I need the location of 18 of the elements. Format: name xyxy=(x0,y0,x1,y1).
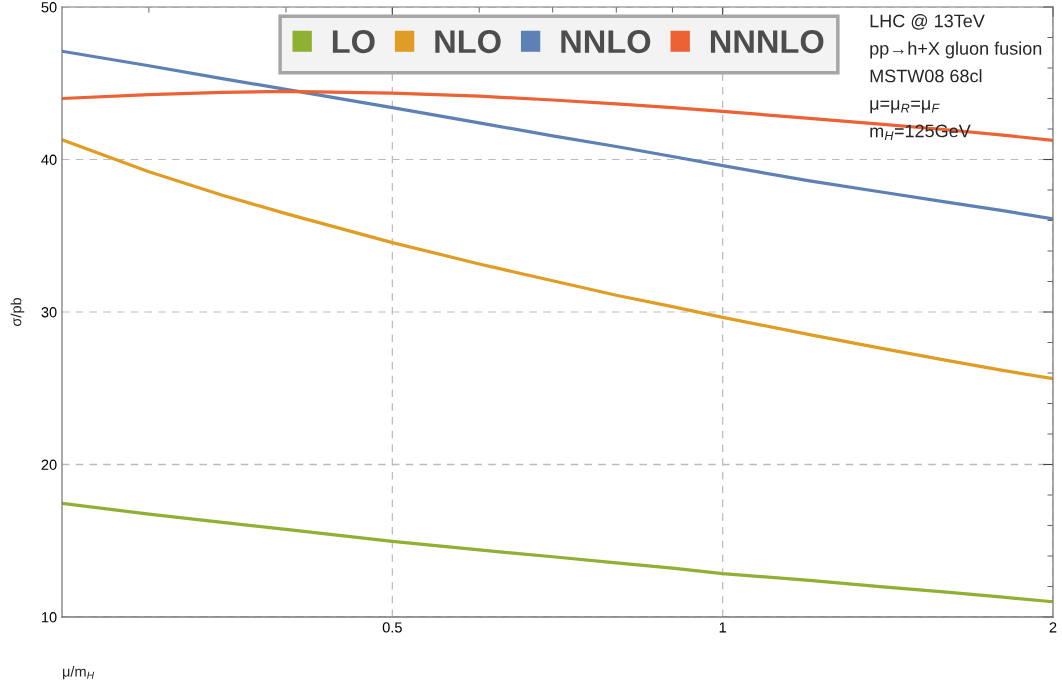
y-axis-title: σ/pb xyxy=(10,297,25,327)
x-tick-label: 0.5 xyxy=(382,622,402,633)
y-tick-label: 20 xyxy=(41,459,57,470)
legend-label: NNLO xyxy=(561,30,651,54)
y-tick-label: 10 xyxy=(42,612,57,623)
annotation: MSTW08 68cl xyxy=(870,69,982,83)
legend-label: NLO xyxy=(435,30,501,54)
y-tick-label: 50 xyxy=(41,2,57,13)
y-tick-label: 30 xyxy=(41,307,57,318)
x-axis-title: μ/m$_{H}$ xyxy=(62,665,95,680)
annotation: pp→h+X gluon fusion xyxy=(870,41,1042,59)
x-tick-label: 2 xyxy=(1049,622,1057,633)
legend-label: NNNLO xyxy=(710,30,824,54)
y-tick-label: 40 xyxy=(41,154,57,165)
x-tick-label: 1 xyxy=(719,622,727,633)
annotation: μ=μ$_{R}$=μ$_{F}$ xyxy=(870,100,940,114)
legend-label: LO xyxy=(332,30,375,54)
annotation: LHC @ 13TeV xyxy=(870,14,985,30)
